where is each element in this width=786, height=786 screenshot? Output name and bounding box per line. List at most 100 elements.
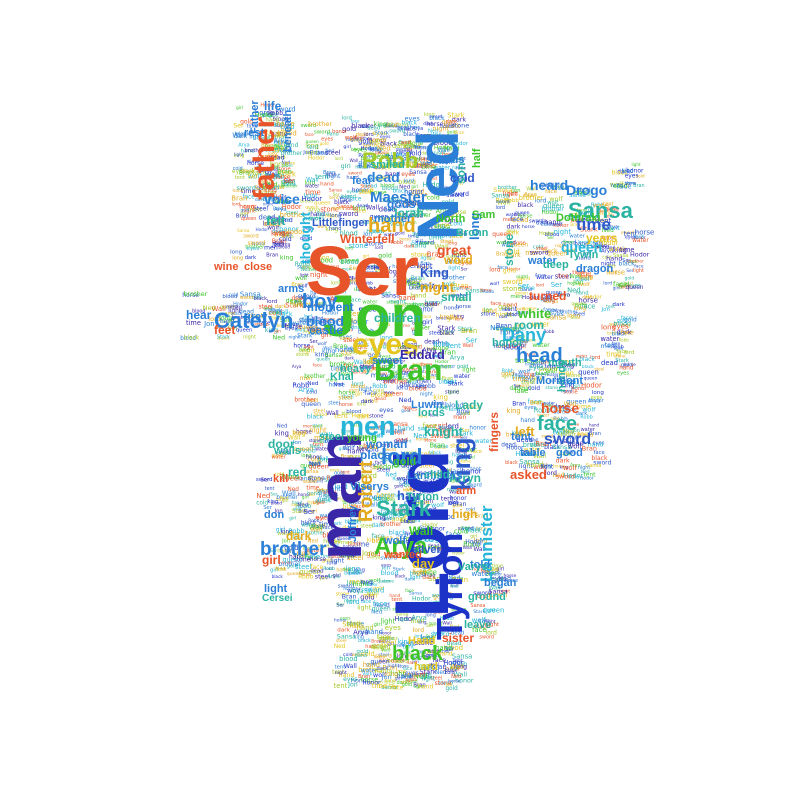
filler-word: honor (279, 225, 299, 233)
filler-word: horse (376, 491, 394, 499)
filler-word: sword (309, 479, 323, 485)
filler-word: brother (432, 649, 451, 655)
filler-word: water (271, 455, 286, 461)
filler-word: Bran (341, 454, 354, 460)
filler-word: brother (308, 120, 332, 128)
filler-word: Hodor (564, 471, 584, 479)
filler-word: gold (287, 564, 298, 570)
filler-word: Ned (282, 160, 291, 166)
filler-word: gold (447, 129, 457, 135)
filler-word: girl (439, 547, 449, 554)
cloud-word: Drogo (566, 182, 608, 198)
filler-word: tent (402, 675, 412, 681)
filler-word: dead (379, 205, 396, 213)
filler-word: wolf (295, 276, 308, 282)
filler-word: water (348, 519, 362, 525)
filler-word: water (537, 413, 549, 419)
filler-word: Ned (203, 304, 216, 312)
filler-word: sword (275, 106, 295, 114)
filler-word: Hodor (558, 431, 577, 438)
filler-word: queen (338, 528, 356, 534)
filler-word: Ser (441, 533, 452, 541)
filler-word: Stark (418, 284, 429, 289)
filler-word: Hodor (361, 146, 378, 152)
cloud-word: fingers (487, 411, 501, 452)
filler-word: Jon (302, 520, 310, 525)
cloud-word: grey (244, 311, 268, 323)
filler-word: Sansa (240, 291, 261, 299)
filler-word: Jon (367, 425, 378, 432)
filler-word: blood (351, 384, 365, 390)
filler-word: Ser (336, 603, 345, 609)
filler-word: horse (578, 296, 598, 304)
filler-word: eyes (343, 676, 357, 683)
filler-word: queen (220, 305, 236, 311)
filler-word: stone (326, 378, 338, 383)
filler-word: light (359, 386, 373, 393)
filler-word: Jon (409, 220, 417, 225)
filler-word: black (380, 140, 397, 148)
filler-word: Stark (239, 168, 256, 175)
cloud-word: Sam (472, 209, 496, 221)
filler-word: sword (301, 123, 316, 129)
filler-word: queen (515, 290, 528, 295)
filler-word: night (447, 487, 460, 493)
filler-word: time (428, 234, 443, 242)
filler-word: blood (372, 538, 389, 545)
filler-word: steel (254, 206, 268, 212)
filler-word: Bran (264, 222, 276, 228)
filler-word: king (408, 382, 421, 389)
filler-word: long (507, 228, 516, 233)
cloud-word: heard (530, 177, 569, 193)
filler-word: face (361, 579, 375, 587)
filler-word: Arya (400, 516, 416, 524)
filler-word: night (554, 228, 572, 236)
filler-word: Ned (514, 323, 523, 329)
filler-word: Ser (349, 266, 359, 272)
filler-word: night (428, 600, 440, 606)
filler-word: Ser (343, 443, 353, 449)
filler-word: Bran (382, 665, 397, 672)
filler-word: Ned (334, 644, 346, 650)
filler-word: king (234, 153, 245, 159)
filler-word: Ned (310, 444, 320, 450)
filler-word: blood (434, 139, 453, 147)
filler-word: face (340, 198, 353, 204)
filler-word: wolf (308, 328, 323, 336)
filler-word: gold (501, 370, 514, 377)
filler-word: time (419, 666, 429, 672)
filler-word: Bran (421, 261, 431, 266)
filler-word: Ned (490, 324, 504, 332)
filler-word: Stark (297, 265, 309, 271)
cloud-word: Maester (370, 189, 427, 206)
filler-word: night (346, 137, 360, 143)
filler-word: Ser (447, 209, 458, 216)
filler-word: Jon (409, 377, 419, 383)
cloud-word: mouth (548, 357, 582, 369)
filler-word: eyes (554, 309, 565, 314)
cloud-word: steel (319, 431, 345, 443)
filler-word: Sansa (412, 240, 429, 246)
filler-word: queen (297, 323, 317, 331)
filler-word: hand (417, 606, 434, 614)
filler-word: king (379, 684, 389, 690)
filler-word: girl (395, 675, 402, 681)
filler-word: long (420, 634, 435, 642)
filler-word: face (617, 182, 632, 190)
filler-word: Ned (451, 156, 463, 163)
cloud-word: white (518, 306, 552, 321)
filler-word: black (432, 401, 445, 407)
filler-word: Sansa (381, 685, 397, 691)
filler-word: Ser (518, 282, 530, 290)
filler-word: honor (352, 188, 369, 194)
filler-word: queen (456, 411, 469, 416)
filler-word: blood (360, 364, 373, 370)
filler-word: Sansa (376, 536, 393, 542)
filler-word: hand (472, 566, 486, 572)
filler-word: Hodor (506, 445, 524, 451)
filler-word: men (416, 470, 432, 478)
filler-word: honor (427, 526, 446, 533)
filler-word: honor (368, 136, 387, 144)
filler-word: time (445, 153, 455, 159)
cloud-word: asked (510, 467, 547, 482)
